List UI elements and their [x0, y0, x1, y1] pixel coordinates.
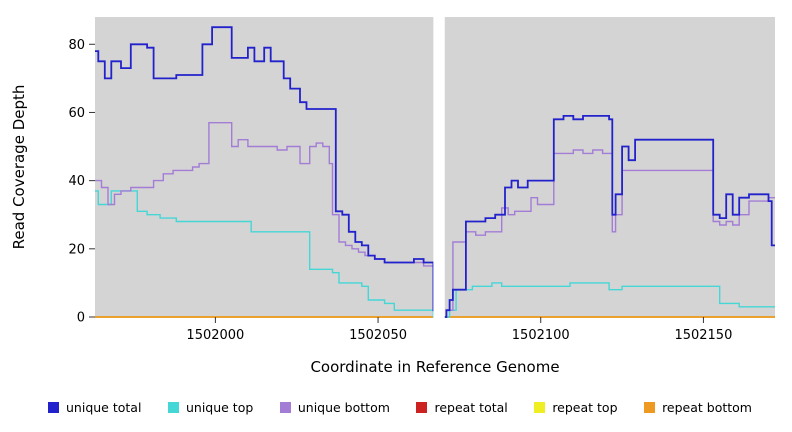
legend-item-repeat-bottom: repeat bottom	[644, 400, 752, 415]
legend-swatch-icon	[167, 402, 179, 413]
legend-label: repeat total	[434, 400, 508, 415]
legend-item-repeat-total: repeat total	[416, 400, 508, 415]
x-axis-label: Coordinate in Reference Genome	[310, 358, 560, 376]
y-axis-label: Read Coverage Depth	[10, 85, 28, 250]
legend-item-unique-total: unique total	[48, 400, 141, 415]
legend-item-unique-top: unique top	[167, 400, 254, 415]
coverage-chart: 1502000 1502050 1502100 1502150 0 20 40 60 80 Re…	[10, 16, 775, 343]
y-tick-label: 60	[68, 106, 85, 121]
x-tick-label: 1502050	[349, 328, 407, 343]
legend-label: repeat top	[552, 400, 618, 415]
series-unique-bottom	[95, 122, 775, 318]
y-tick-label: 80	[68, 38, 85, 53]
legend-item-unique-bottom: unique bottom	[279, 400, 390, 415]
y-tick-label: 0	[77, 311, 85, 326]
y-tick-label: 20	[68, 242, 85, 257]
x-tick-label: 1502000	[186, 328, 244, 343]
legend-swatch-icon	[48, 402, 59, 413]
legend-swatch-icon	[534, 402, 546, 413]
chart-legend: unique total unique top unique bottom repea…	[0, 400, 792, 415]
series-unique-top	[95, 190, 775, 318]
legend-swatch-icon	[416, 402, 428, 413]
legend-label: unique bottom	[297, 400, 390, 415]
legend-label: repeat bottom	[662, 400, 752, 415]
x-tick-label: 1502150	[674, 328, 732, 343]
x-tick-label: 1502100	[512, 328, 570, 343]
coverage-gap-band	[433, 16, 445, 318]
y-tick-label: 40	[68, 174, 85, 189]
legend-label: unique total	[66, 400, 142, 415]
legend-swatch-icon	[644, 402, 656, 413]
legend-swatch-icon	[279, 402, 291, 413]
legend-item-repeat-top: repeat top	[534, 400, 618, 415]
legend-label: unique top	[185, 400, 254, 415]
